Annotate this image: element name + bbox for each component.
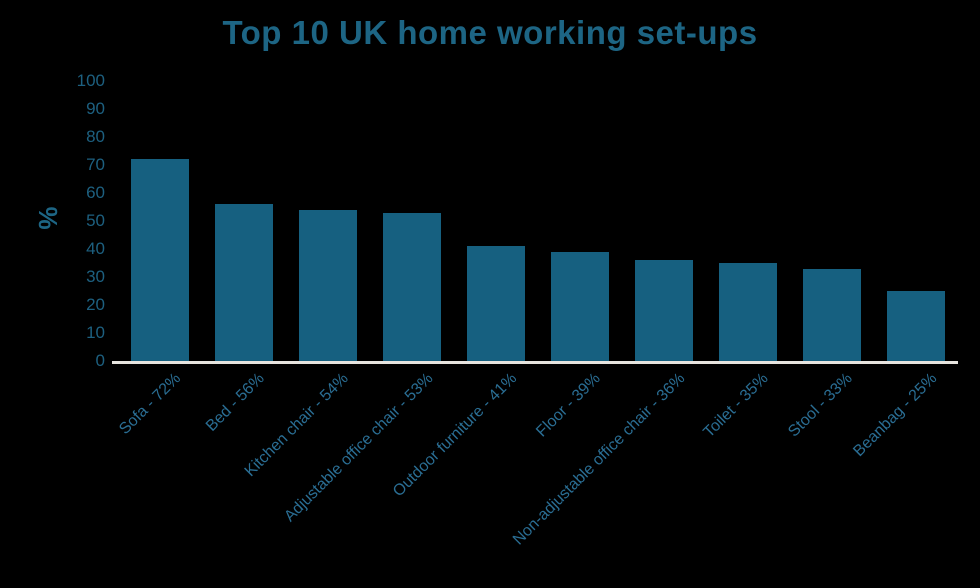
y-tick-label: 60: [86, 183, 105, 202]
bar: [635, 260, 693, 361]
bar: [467, 246, 525, 361]
x-category-label: Sofa - 72%: [116, 370, 185, 438]
y-tick-label: 10: [86, 323, 105, 342]
x-category-label: Stool - 33%: [785, 370, 857, 441]
y-tick-label: 70: [86, 155, 105, 174]
x-category-label: Bed - 56%: [203, 370, 269, 435]
y-tick-label: 50: [86, 211, 105, 230]
x-category-label: Toilet - 35%: [700, 370, 773, 442]
y-tick-label: 20: [86, 295, 105, 314]
y-tick-label: 40: [86, 239, 105, 258]
x-category-label: Non-adjustable office chair - 36%: [509, 370, 689, 549]
bar: [887, 291, 945, 361]
chart-title: Top 10 UK home working set-ups: [222, 14, 758, 51]
y-tick-label: 0: [95, 351, 105, 370]
bar: [131, 159, 189, 361]
y-tick-label: 100: [76, 71, 105, 90]
y-tick-label: 90: [86, 99, 105, 118]
x-category-label: Beanbag - 25%: [849, 370, 941, 461]
bar: [299, 210, 357, 361]
bar: [551, 252, 609, 361]
y-tick-label: 80: [86, 127, 105, 146]
bar: [803, 269, 861, 361]
bar: [383, 213, 441, 361]
bar: [215, 204, 273, 361]
bar: [719, 263, 777, 361]
y-tick-label: 30: [86, 267, 105, 286]
x-axis-line: [112, 361, 958, 364]
x-category-label: Adjustable office chair - 53%: [280, 370, 437, 526]
x-category-label: Floor - 39%: [533, 370, 605, 441]
